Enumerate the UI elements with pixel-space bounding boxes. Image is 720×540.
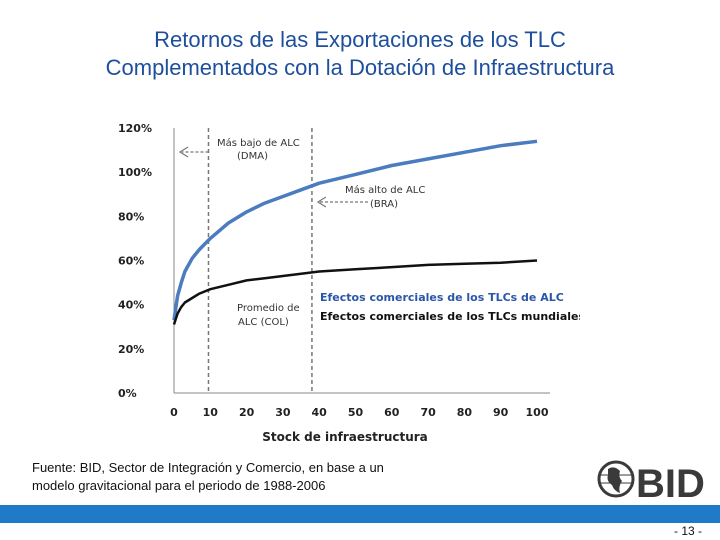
source-line-2: modelo gravitacional para el periodo de … bbox=[32, 478, 326, 493]
y-tick-label: 0% bbox=[118, 387, 137, 400]
logo-text: BID bbox=[636, 462, 705, 503]
annotations: Más bajo de ALC (DMA) Más alto de ALC (BRA)… bbox=[178, 137, 425, 328]
annotation-text: Más alto de ALC bbox=[345, 184, 425, 196]
slide-title: Retornos de las Exportaciones de los TLC… bbox=[0, 26, 720, 82]
y-tick-label: 40% bbox=[118, 299, 144, 312]
x-axis-label: Stock de infraestructura bbox=[262, 430, 428, 444]
bid-logo: BID bbox=[597, 460, 705, 503]
source-note: Fuente: BID, Sector de Integración y Com… bbox=[32, 459, 472, 495]
x-tick-label: 60 bbox=[384, 406, 400, 419]
series-line-1 bbox=[172, 259, 538, 325]
x-tick-label: 30 bbox=[275, 406, 291, 419]
y-tick-label: 120% bbox=[118, 122, 152, 135]
legend-entry-world: Efectos comerciales de los TLCs mundiale… bbox=[320, 310, 580, 323]
annotation-text: (DMA) bbox=[237, 151, 268, 162]
footer-bar bbox=[0, 505, 720, 523]
annotation-text: Promedio de bbox=[237, 303, 300, 314]
x-tick-label: 10 bbox=[203, 406, 219, 419]
annotation-text: ALC (COL) bbox=[238, 317, 289, 328]
y-tick-label: 60% bbox=[118, 255, 144, 268]
y-tick-label: 20% bbox=[118, 343, 144, 356]
series-lines bbox=[172, 139, 538, 325]
plot-frame bbox=[173, 128, 550, 394]
globe-icon bbox=[597, 460, 635, 498]
reference-lines bbox=[207, 128, 313, 393]
line-chart: 0% 20% 40% 60% 80% 100% 120% 0 10 20 30 40 50 60 70 80… bbox=[118, 122, 580, 444]
x-tick-label: 90 bbox=[493, 406, 509, 419]
x-tick-label: 100 bbox=[526, 406, 549, 419]
y-tick-label: 100% bbox=[118, 166, 152, 179]
annotation-text: Más bajo de ALC bbox=[217, 137, 300, 149]
x-tick-label: 80 bbox=[457, 406, 473, 419]
annotation-text: (BRA) bbox=[370, 199, 398, 210]
y-tick-labels: 0% 20% 40% 60% 80% 100% 120% bbox=[118, 122, 152, 400]
x-tick-labels: 0 10 20 30 40 50 60 70 80 90 100 bbox=[170, 406, 549, 419]
series-line-0 bbox=[172, 139, 538, 321]
legend-entry-alc: Efectos comerciales de los TLCs de ALC bbox=[320, 291, 564, 304]
x-tick-label: 0 bbox=[170, 406, 178, 419]
x-tick-label: 20 bbox=[239, 406, 255, 419]
source-line-1: Fuente: BID, Sector de Integración y Com… bbox=[32, 460, 384, 475]
x-tick-label: 40 bbox=[312, 406, 328, 419]
x-tick-label: 50 bbox=[348, 406, 364, 419]
x-tick-label: 70 bbox=[420, 406, 436, 419]
arrow-head bbox=[316, 196, 327, 208]
y-tick-label: 80% bbox=[118, 210, 144, 223]
title-line-2: Complementados con la Dotación de Infrae… bbox=[105, 55, 615, 80]
arrow-head bbox=[178, 146, 189, 158]
title-line-1: Retornos de las Exportaciones de los TLC bbox=[154, 27, 566, 52]
page-number: - 13 - bbox=[673, 524, 702, 538]
